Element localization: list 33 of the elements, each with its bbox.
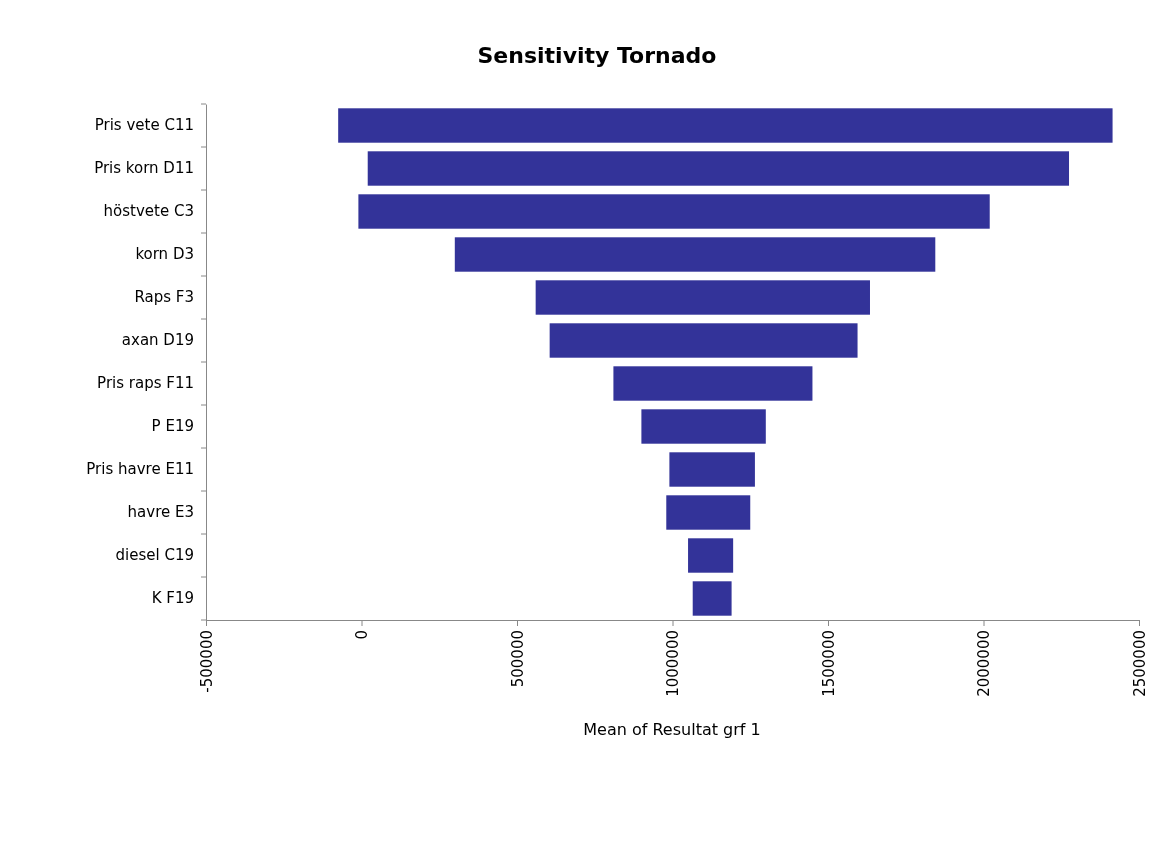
bar	[692, 581, 732, 616]
bar	[613, 366, 813, 401]
bar	[549, 323, 858, 358]
y-tick-label: havre E3	[127, 503, 194, 522]
bar	[358, 194, 990, 229]
bar	[535, 280, 870, 315]
x-axis-title: Mean of Resultat grf 1	[583, 720, 761, 739]
x-tick-label: -500000	[197, 630, 216, 693]
bar	[367, 151, 1070, 186]
y-tick-label: Pris havre E11	[86, 460, 194, 479]
y-tick-label: korn D3	[135, 245, 194, 264]
bar	[666, 495, 751, 530]
x-tick-label: 2500000	[1130, 630, 1149, 697]
x-tick-label: 500000	[508, 630, 527, 688]
x-tick-label: 1000000	[664, 630, 683, 697]
bar	[454, 237, 936, 272]
x-tick-label: 2000000	[975, 630, 994, 697]
chart-title: Sensitivity Tornado	[477, 43, 717, 68]
y-tick-label: Pris korn D11	[94, 159, 194, 178]
y-tick-label: K F19	[151, 589, 194, 608]
bar	[688, 538, 734, 573]
y-tick-label: Raps F3	[134, 288, 194, 307]
x-tick-label: 0	[353, 630, 372, 640]
bar	[641, 409, 766, 444]
y-tick-label: diesel C19	[115, 546, 194, 565]
bar	[338, 108, 1113, 143]
y-tick-label: Pris vete C11	[94, 116, 194, 135]
y-tick-label: Pris raps F11	[97, 374, 194, 393]
y-tick-label: axan D19	[121, 331, 194, 350]
y-tick-label: höstvete C3	[103, 202, 194, 221]
y-tick-label: P E19	[151, 417, 194, 436]
x-tick-label: 1500000	[819, 630, 838, 697]
bar	[669, 452, 755, 487]
